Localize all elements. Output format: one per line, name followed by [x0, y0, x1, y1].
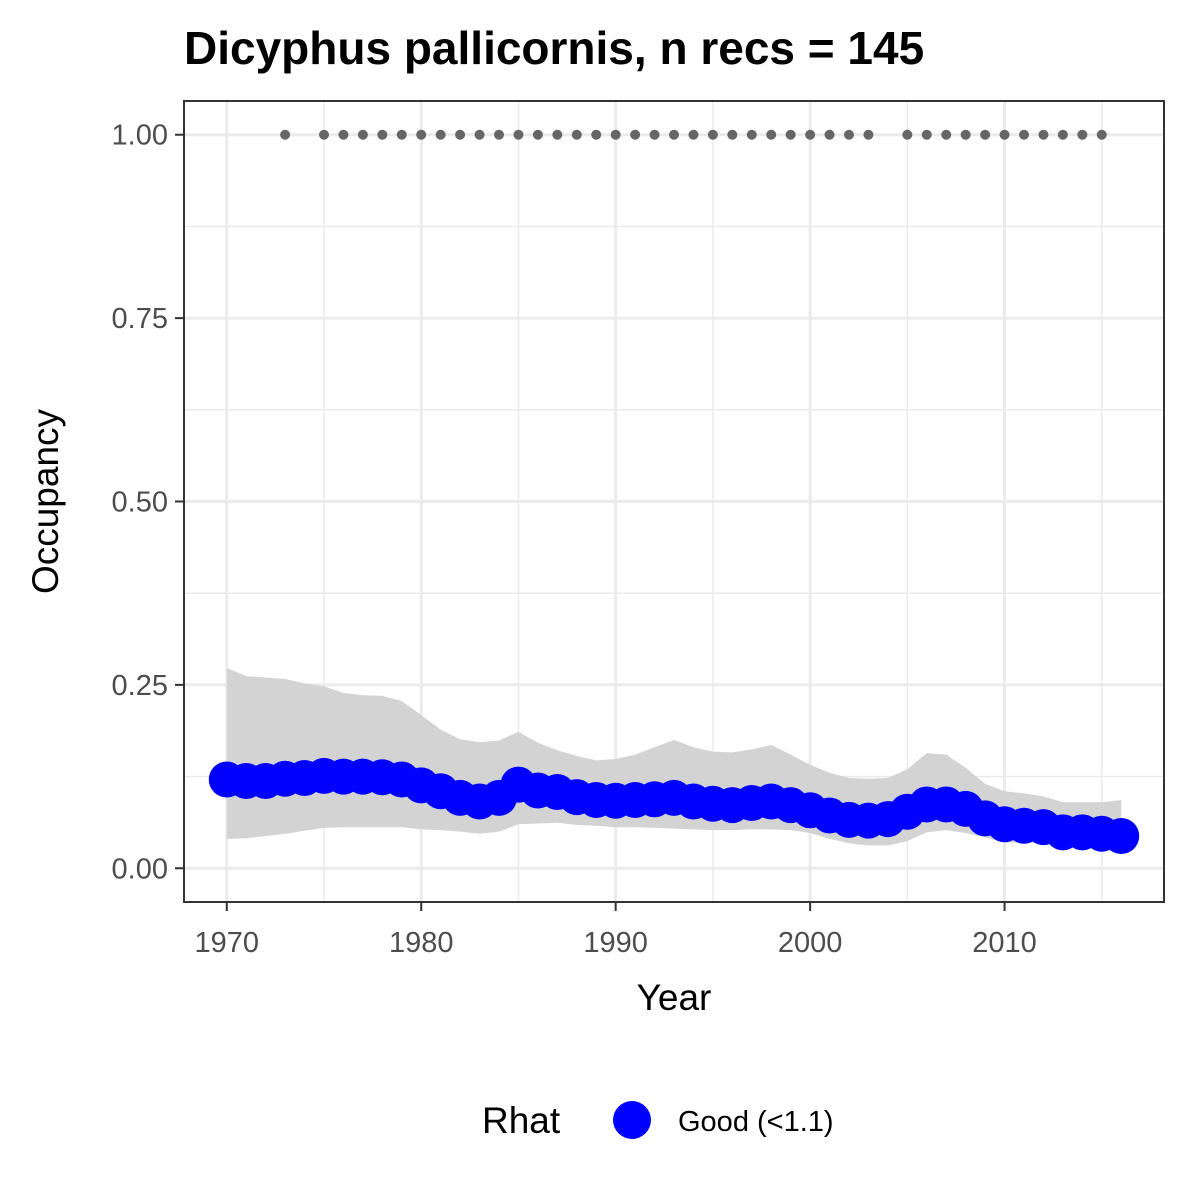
record-point [435, 129, 446, 140]
record-point [824, 129, 835, 140]
record-point [571, 129, 582, 140]
legend-key-good [613, 1101, 651, 1139]
record-point [474, 129, 485, 140]
record-point [1019, 129, 1029, 140]
record-point [280, 129, 291, 140]
legend: Rhat Good (<1.1) [482, 1100, 834, 1141]
record-point [766, 129, 777, 140]
record-point [669, 129, 679, 140]
record-point [455, 129, 466, 140]
record-point [1057, 129, 1068, 140]
record-point [377, 129, 388, 140]
x-tick-label: 1970 [195, 927, 260, 959]
record-point [357, 129, 368, 140]
record-point [494, 129, 504, 140]
record-point [591, 129, 602, 140]
x-tick-label: 1990 [583, 927, 648, 959]
record-point [319, 129, 329, 140]
occupancy-point [1103, 817, 1140, 854]
record-point [707, 129, 718, 140]
record-point [960, 129, 971, 140]
record-point [513, 129, 524, 140]
x-tick-label: 1980 [389, 927, 454, 959]
record-point [1096, 129, 1107, 140]
record-point [1077, 129, 1088, 140]
x-axis-title: Year [637, 977, 712, 1018]
record-point [649, 129, 660, 140]
record-point [921, 129, 932, 140]
record-point [941, 129, 952, 140]
record-point [552, 129, 563, 140]
y-tick-label: 0.75 [112, 303, 168, 335]
chart-title: Dicyphus pallicornis, n recs = 145 [184, 22, 924, 74]
record-point [746, 129, 757, 140]
record-point [630, 129, 641, 140]
record-point [844, 129, 854, 140]
x-tick-label: 2000 [778, 927, 843, 959]
y-tick-label: 0.25 [112, 670, 168, 702]
y-tick-label: 0.00 [112, 853, 168, 885]
record-point [416, 129, 427, 140]
axes: 1970 1980 1990 2000 2010 0.00 0.25 0.50 0.75 1.00 [112, 120, 1037, 959]
legend-title: Rhat [482, 1100, 561, 1141]
record-point [610, 129, 621, 140]
y-tick-label: 0.50 [112, 487, 168, 519]
record-point [785, 129, 796, 140]
record-point [338, 129, 349, 140]
record-point [902, 129, 913, 140]
record-year-points [280, 129, 1107, 140]
y-tick-label: 1.00 [112, 120, 168, 152]
occupancy-series [208, 757, 1140, 854]
legend-label-good: Good (<1.1) [678, 1106, 834, 1138]
record-point [727, 129, 738, 140]
record-point [805, 129, 816, 140]
record-point [863, 129, 874, 140]
record-point [688, 129, 699, 140]
record-point [980, 129, 991, 140]
y-axis-title: Occupancy [25, 408, 66, 594]
x-tick-label: 2010 [972, 927, 1037, 959]
record-point [1038, 129, 1049, 140]
record-point [999, 129, 1010, 140]
record-point [532, 129, 543, 140]
record-point [396, 129, 407, 140]
